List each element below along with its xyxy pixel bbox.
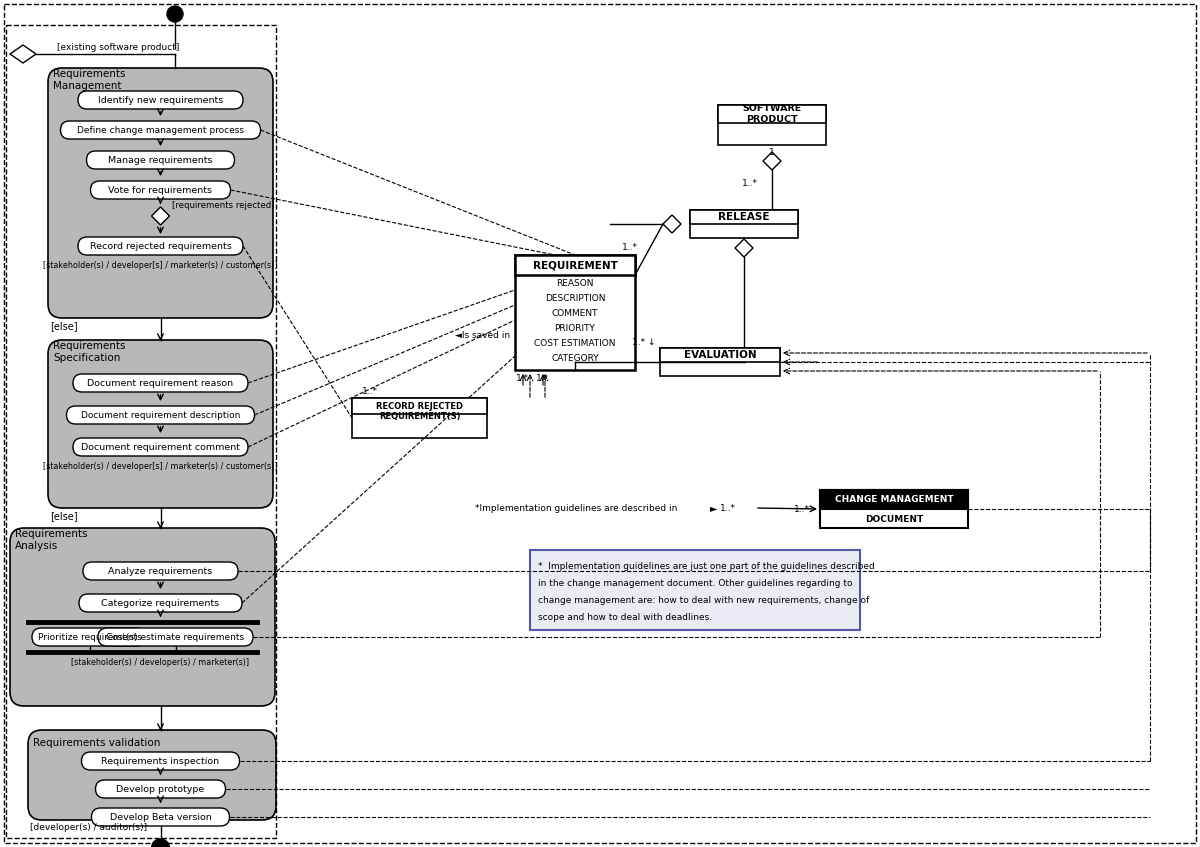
Text: change management are: how to deal with new requirements, change of: change management are: how to deal with …	[538, 596, 869, 605]
Text: Requirements inspection: Requirements inspection	[102, 756, 220, 766]
Text: *  Implementation guidelines are just one part of the guidelines described: * Implementation guidelines are just one…	[538, 562, 875, 571]
FancyBboxPatch shape	[96, 780, 226, 798]
Text: Develop prototype: Develop prototype	[116, 784, 205, 794]
Polygon shape	[734, 239, 754, 257]
Bar	[6, 25, 276, 838]
Circle shape	[167, 6, 182, 22]
FancyBboxPatch shape	[82, 752, 240, 770]
Text: [else]: [else]	[50, 511, 78, 521]
Text: ◄Is saved in: ◄Is saved in	[455, 330, 510, 340]
Text: SOFTWARE
PRODUCT: SOFTWARE PRODUCT	[743, 104, 802, 124]
Bar	[352, 398, 487, 438]
Text: CHANGE MANAGEMENT: CHANGE MANAGEMENT	[835, 495, 953, 503]
FancyBboxPatch shape	[32, 628, 148, 646]
Text: [else]: [else]	[50, 321, 78, 331]
FancyBboxPatch shape	[78, 237, 242, 255]
FancyBboxPatch shape	[91, 808, 229, 826]
FancyBboxPatch shape	[90, 181, 230, 199]
Text: DESCRIPTION: DESCRIPTION	[545, 294, 605, 302]
Text: Requirements
Analysis: Requirements Analysis	[14, 529, 88, 551]
FancyBboxPatch shape	[66, 406, 254, 424]
FancyBboxPatch shape	[60, 121, 260, 139]
Text: REQUIREMENT: REQUIREMENT	[533, 260, 618, 270]
Text: ►: ►	[710, 503, 718, 513]
FancyBboxPatch shape	[78, 91, 242, 109]
Text: Requirements
Specification: Requirements Specification	[53, 341, 126, 363]
FancyBboxPatch shape	[83, 562, 238, 580]
Polygon shape	[662, 215, 682, 233]
Text: *Implementation guidelines are described in: *Implementation guidelines are described…	[475, 503, 677, 512]
FancyBboxPatch shape	[48, 68, 274, 318]
Bar	[718, 105, 826, 123]
Text: Vote for requirements: Vote for requirements	[108, 185, 212, 195]
Text: [stakeholder(s) / developer[s] / marketer(s) / customer(s)]: [stakeholder(s) / developer[s] / markete…	[43, 462, 277, 470]
Bar	[690, 210, 798, 238]
FancyBboxPatch shape	[73, 374, 248, 392]
Text: REASON: REASON	[557, 279, 594, 287]
Text: COMMENT: COMMENT	[552, 308, 599, 318]
Text: 1..*: 1..*	[720, 503, 736, 512]
Text: scope and how to deal with deadlines.: scope and how to deal with deadlines.	[538, 613, 712, 622]
Bar	[820, 490, 968, 528]
Bar	[515, 255, 635, 370]
Text: [stakeholder(s) / developer(s) / marketer(s)]: [stakeholder(s) / developer(s) / markete…	[72, 657, 250, 667]
Text: Document requirement reason: Document requirement reason	[88, 379, 234, 387]
Text: RECORD REJECTED: RECORD REJECTED	[376, 401, 463, 411]
Text: REQUIREMENT(S): REQUIREMENT(S)	[379, 412, 461, 420]
Text: 1.*: 1.*	[536, 374, 550, 383]
Bar	[660, 348, 780, 362]
Text: Document requirement comment: Document requirement comment	[82, 442, 240, 451]
Text: 1.* ↓: 1.* ↓	[631, 337, 655, 346]
Text: PRIORITY: PRIORITY	[554, 324, 595, 333]
Bar	[820, 490, 968, 509]
Text: Prioritize requirements: Prioritize requirements	[37, 633, 142, 641]
Text: Cost(s) estimate requirements: Cost(s) estimate requirements	[107, 633, 245, 641]
FancyBboxPatch shape	[79, 594, 242, 612]
Bar	[690, 210, 798, 224]
Polygon shape	[10, 45, 36, 63]
Text: Identify new requirements: Identify new requirements	[98, 96, 223, 104]
FancyBboxPatch shape	[86, 151, 234, 169]
Text: 1..*: 1..*	[794, 505, 810, 513]
Text: [existing software product]: [existing software product]	[56, 42, 179, 52]
Text: 1..*: 1..*	[622, 242, 638, 252]
Polygon shape	[151, 207, 169, 225]
Text: [stakeholder(s) / developer[s] / marketer(s) / customer(s)]: [stakeholder(s) / developer[s] / markete…	[43, 261, 277, 269]
Text: [developer(s) / auditor(s)]: [developer(s) / auditor(s)]	[30, 822, 148, 832]
Text: Develop Beta version: Develop Beta version	[109, 812, 211, 822]
Text: [requirements rejected]: [requirements rejected]	[173, 201, 275, 209]
Text: 1: 1	[769, 147, 775, 157]
Text: 1.*: 1.*	[516, 374, 529, 383]
Bar	[352, 398, 487, 414]
Text: 1..*: 1..*	[362, 386, 378, 396]
FancyBboxPatch shape	[10, 528, 275, 706]
Text: Manage requirements: Manage requirements	[108, 156, 212, 164]
FancyBboxPatch shape	[48, 340, 274, 508]
Bar	[660, 348, 780, 376]
Text: in the change management document. Other guidelines regarding to: in the change management document. Other…	[538, 579, 852, 588]
Text: Document requirement description: Document requirement description	[80, 411, 240, 419]
Text: CATEGORY: CATEGORY	[551, 353, 599, 363]
Text: RELEASE: RELEASE	[719, 212, 769, 222]
Bar	[530, 550, 860, 630]
Text: Analyze requirements: Analyze requirements	[108, 567, 212, 575]
FancyBboxPatch shape	[28, 730, 276, 820]
FancyBboxPatch shape	[73, 438, 248, 456]
Bar	[718, 105, 826, 145]
Text: Requirements validation: Requirements validation	[34, 738, 161, 748]
FancyBboxPatch shape	[98, 628, 253, 646]
Text: Define change management process: Define change management process	[77, 125, 244, 135]
Text: Categorize requirements: Categorize requirements	[102, 599, 220, 607]
Bar	[515, 255, 635, 275]
Text: DOCUMENT: DOCUMENT	[865, 514, 923, 523]
Text: EVALUATION: EVALUATION	[684, 350, 756, 360]
Circle shape	[151, 839, 169, 847]
Polygon shape	[763, 152, 781, 170]
Text: Requirements
Management: Requirements Management	[53, 69, 126, 91]
Text: COST ESTIMATION: COST ESTIMATION	[534, 339, 616, 347]
Text: 1..*: 1..*	[742, 179, 758, 187]
Text: Record rejected requirements: Record rejected requirements	[90, 241, 232, 251]
